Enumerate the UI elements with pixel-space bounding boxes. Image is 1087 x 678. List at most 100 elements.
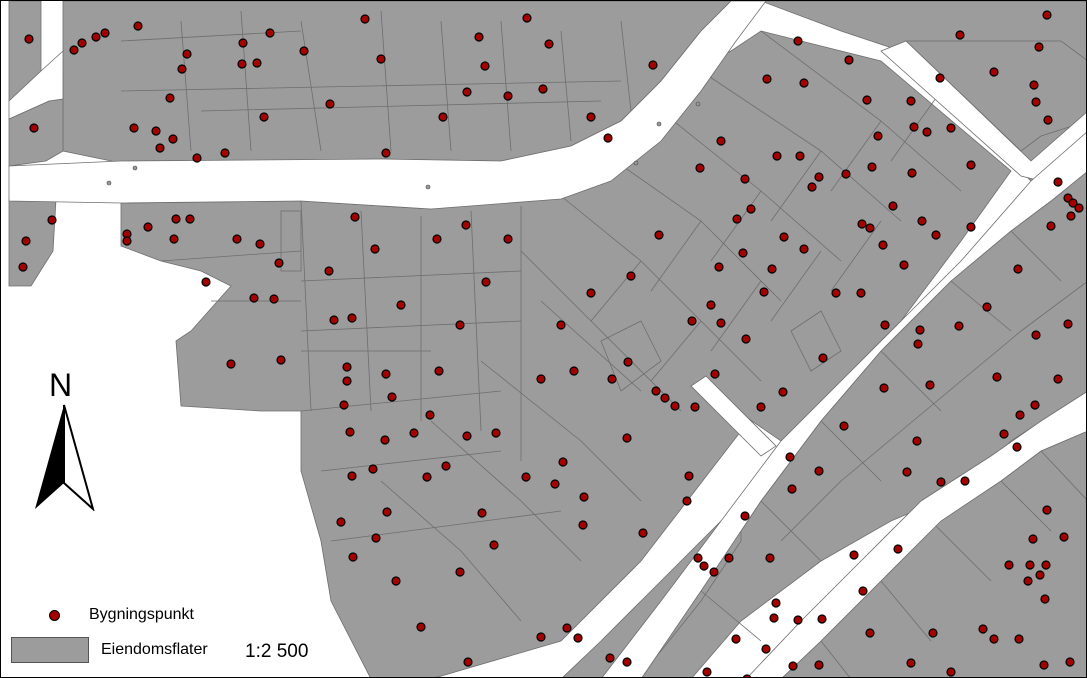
road-diagonal-northeast (880, 40, 1086, 182)
building-point (151, 126, 161, 136)
parcel-layer (8, 1, 1086, 677)
building-point (989, 67, 999, 77)
building-point (865, 223, 875, 233)
building-point (857, 219, 867, 229)
building-point (522, 13, 532, 23)
building-point (474, 32, 484, 42)
building-point (915, 325, 925, 335)
building-point (521, 472, 531, 482)
building-point (817, 614, 827, 624)
building-point (1028, 534, 1038, 544)
building-point (906, 658, 916, 668)
building-point (695, 163, 705, 173)
building-point (779, 232, 789, 242)
building-point (913, 339, 923, 349)
building-point (706, 300, 716, 310)
building-point (409, 428, 419, 438)
building-point (169, 234, 179, 244)
building-point (907, 168, 917, 178)
building-point (259, 112, 269, 122)
building-point (455, 320, 465, 330)
building-point (622, 657, 632, 667)
road-diagonal-center (602, 132, 1086, 677)
building-point (740, 511, 750, 521)
building-point (1065, 657, 1075, 667)
utility-points (106, 101, 701, 190)
building-point (1043, 115, 1053, 125)
building-point (756, 402, 766, 412)
building-point (536, 374, 546, 384)
building-point (1059, 532, 1069, 542)
building-point (893, 544, 903, 554)
building-point (416, 622, 426, 632)
building-point (966, 222, 976, 232)
road-main (8, 1, 767, 210)
building-point (978, 624, 988, 634)
building-point (122, 236, 132, 246)
building-point (1042, 10, 1052, 20)
building-point (249, 293, 259, 303)
building-point (738, 248, 748, 258)
building-point (954, 321, 964, 331)
building-point (182, 49, 192, 59)
building-point (1030, 400, 1040, 410)
road-southeast (747, 391, 1086, 677)
building-point (586, 288, 596, 298)
building-point (946, 123, 956, 133)
building-point (603, 133, 613, 143)
building-point (347, 471, 357, 481)
building-point (788, 661, 798, 671)
building-point (387, 392, 397, 402)
building-point (687, 316, 697, 326)
building-point (133, 21, 143, 31)
building-point (396, 300, 406, 310)
building-point (702, 667, 712, 677)
building-point (928, 628, 938, 638)
building-point (917, 216, 927, 226)
building-point (1074, 203, 1084, 213)
building-point (276, 355, 286, 365)
building-point (769, 613, 779, 623)
building-point (1023, 576, 1033, 586)
building-point (607, 374, 617, 384)
building-point (999, 429, 1009, 439)
building-point (839, 421, 849, 431)
building-point (955, 30, 965, 40)
building-point (69, 45, 79, 55)
legend-item-building-point: Bygningspunkt (49, 606, 194, 624)
parcel-area-northeast-b (905, 40, 1086, 152)
building-point (441, 461, 451, 471)
building-point (491, 428, 501, 438)
building-point (562, 623, 572, 633)
building-point (21, 236, 31, 246)
building-point (1042, 505, 1052, 515)
building-point (462, 87, 472, 97)
building-point (1046, 221, 1056, 231)
building-point (814, 660, 824, 670)
building-point (799, 78, 809, 88)
parcel-area-west-small (8, 198, 57, 287)
scale-text: 1:2 500 (245, 641, 309, 662)
building-point (684, 471, 694, 481)
building-point (1014, 634, 1024, 644)
building-point (878, 240, 888, 250)
building-point (481, 277, 491, 287)
building-point (339, 400, 349, 410)
building-point (710, 369, 720, 379)
legend-item-parcel: Eiendomsflater (11, 637, 208, 663)
road-north-left (8, 50, 64, 120)
building-point (931, 230, 941, 240)
building-point (438, 112, 448, 122)
building-point (1031, 330, 1041, 340)
building-point (785, 452, 795, 462)
building-point (622, 433, 632, 443)
building-point (1031, 97, 1041, 107)
building-point (989, 634, 999, 644)
building-point (155, 143, 165, 153)
building-point (626, 271, 636, 281)
building-point (699, 561, 709, 571)
building-point (795, 151, 805, 161)
building-point (1041, 560, 1051, 570)
